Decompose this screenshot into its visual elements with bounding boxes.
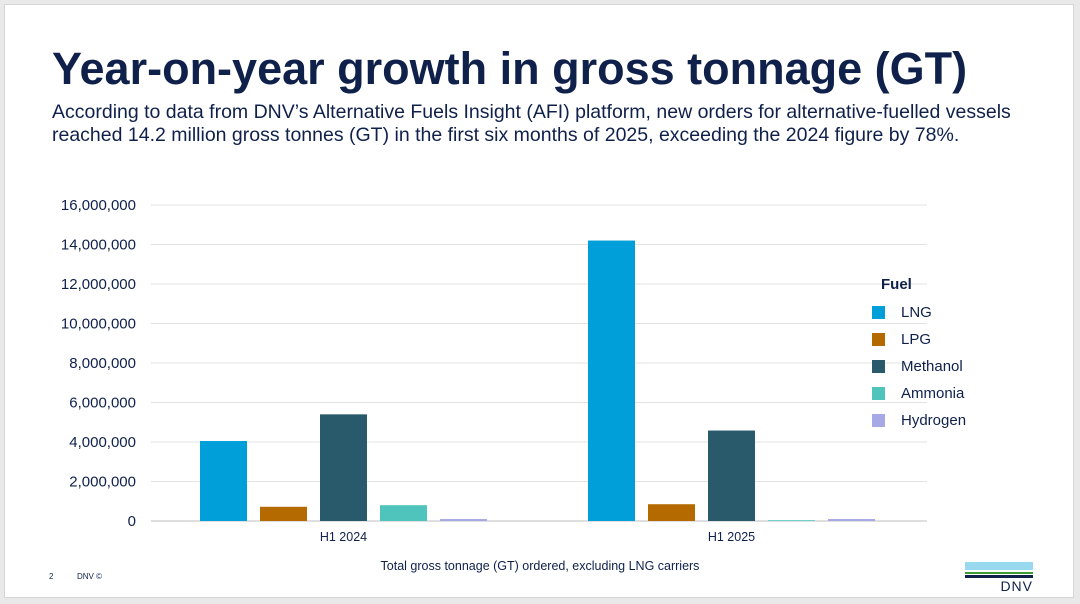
bar — [588, 240, 635, 522]
legend-label: Methanol — [901, 358, 963, 375]
legend-label: LPG — [901, 331, 931, 348]
y-tick-label: 0 — [128, 513, 136, 530]
legend-label: Ammonia — [901, 385, 965, 402]
legend-swatch — [872, 333, 885, 346]
y-tick-label: 4,000,000 — [69, 434, 136, 451]
bar — [708, 430, 755, 521]
y-tick-label: 14,000,000 — [61, 237, 136, 254]
y-tick-label: 2,000,000 — [69, 474, 136, 491]
bar — [260, 506, 307, 521]
page-number: 2 — [49, 572, 54, 581]
x-tick-label: H1 2024 — [320, 530, 367, 544]
dnv-logo-text: DNV — [1000, 578, 1033, 594]
bar — [200, 441, 247, 521]
chart-caption: Total gross tonnage (GT) ordered, exclud… — [380, 559, 700, 573]
dnv-logo: DNV — [965, 562, 1033, 594]
slide: Year-on-year growth in gross tonnage (GT… — [4, 4, 1074, 598]
bar — [440, 519, 487, 521]
bar — [320, 414, 367, 521]
legend-swatch — [872, 360, 885, 373]
y-tick-label: 6,000,000 — [69, 395, 136, 412]
x-tick-label: H1 2025 — [708, 530, 755, 544]
legend-swatch — [872, 387, 885, 400]
y-tick-label: 10,000,000 — [61, 316, 136, 333]
legend-title: Fuel — [881, 276, 912, 293]
y-tick-label: 16,000,000 — [61, 197, 136, 214]
slide-title: Year-on-year growth in gross tonnage (GT… — [52, 43, 968, 94]
gross-tonnage-bar-chart: 0 2,000,000 4,000,000 6,000,000 8,000,000 10,… — [61, 197, 966, 544]
legend-label: LNG — [901, 304, 932, 321]
bar — [828, 519, 875, 521]
bar — [380, 505, 427, 521]
legend-swatch — [872, 306, 885, 319]
slide-subtitle: According to data from DNV’s Alternative… — [52, 101, 1011, 146]
bar — [648, 504, 695, 521]
legend-label: Hydrogen — [901, 412, 966, 429]
legend-swatch — [872, 414, 885, 427]
y-tick-label: 12,000,000 — [61, 276, 136, 293]
bar — [768, 520, 815, 521]
copyright-text: DNV © — [77, 572, 103, 581]
y-tick-label: 8,000,000 — [69, 355, 136, 372]
